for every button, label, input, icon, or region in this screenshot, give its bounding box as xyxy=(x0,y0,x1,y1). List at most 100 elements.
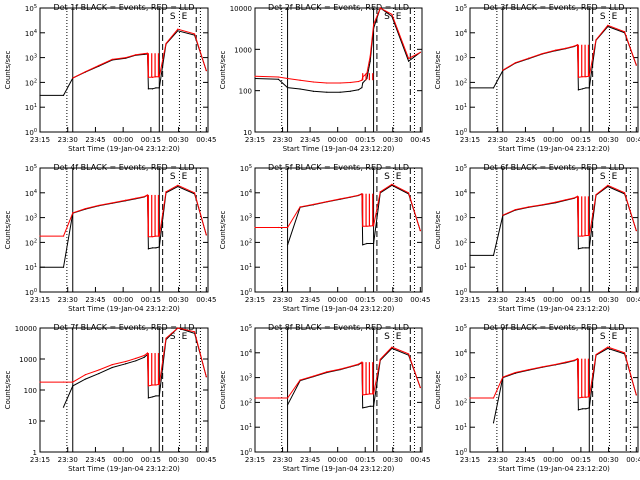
y-tick-label: 100 xyxy=(25,288,37,297)
data-point xyxy=(177,184,179,186)
data-point xyxy=(193,33,196,35)
data-point xyxy=(349,365,351,368)
data-point xyxy=(72,385,74,387)
data-point xyxy=(577,89,579,91)
y-axis-label: Counts/sec xyxy=(219,371,227,410)
panel-title: Det 2f BLACK = Events, RED = LLD xyxy=(268,3,409,12)
x-tick-label: 23:30 xyxy=(58,136,78,144)
y-tick-label: 100 xyxy=(455,288,467,297)
data-point xyxy=(607,184,609,186)
series-line-events xyxy=(40,30,207,96)
data-point xyxy=(62,266,65,268)
x-tick-label: 23:45 xyxy=(85,136,105,144)
panel-2: Det 2f BLACK = Events, RED = LLD 10 100 100… xyxy=(219,3,430,153)
data-point xyxy=(408,353,410,355)
x-tick-label: 23:45 xyxy=(85,456,105,464)
y-tick-label: 103 xyxy=(455,214,467,223)
y-tick-label: 104 xyxy=(240,349,252,358)
x-tick-label: 00:00 xyxy=(113,136,133,144)
data-point xyxy=(72,212,74,214)
x-tick-label: 00:30 xyxy=(599,296,619,304)
data-point xyxy=(357,194,360,196)
data-point xyxy=(151,88,154,90)
data-point xyxy=(573,197,575,199)
data-point xyxy=(577,248,579,250)
series-line-lld xyxy=(502,24,637,78)
y-tick-label: 102 xyxy=(240,398,252,407)
x-axis-label: Start Time (19-Jan-04 23:12:20) xyxy=(283,305,395,313)
y-tick-label: 104 xyxy=(455,349,467,358)
data-point xyxy=(623,192,626,194)
panel-8: Det 8f BLACK = Events, RED = LLD 100 101 10… xyxy=(219,323,430,473)
data-point xyxy=(502,69,504,71)
data-point xyxy=(623,352,626,354)
plot-frame xyxy=(469,327,639,453)
data-point xyxy=(147,88,149,90)
y-axis-label: Counts/sec xyxy=(434,51,442,90)
data-point xyxy=(408,57,410,60)
data-point xyxy=(277,76,279,78)
x-axis-label: Start Time (19-Jan-04 23:12:20) xyxy=(68,145,180,153)
data-point xyxy=(277,397,279,399)
data-point xyxy=(581,408,584,410)
data-point xyxy=(177,185,179,188)
y-axis-label: Counts/sec xyxy=(219,51,227,90)
data-point xyxy=(277,226,279,229)
y-tick-label: 10000 xyxy=(15,325,37,333)
x-tick-label: 23:45 xyxy=(300,136,320,144)
data-point xyxy=(362,82,364,84)
data-point xyxy=(158,246,160,248)
y-tick-label: 103 xyxy=(240,214,252,223)
x-tick-label: 00:15 xyxy=(141,296,161,304)
y-axis-label: Counts/sec xyxy=(434,371,442,410)
data-point xyxy=(135,54,137,56)
data-point xyxy=(147,397,149,399)
y-tick-label: 101 xyxy=(455,103,467,112)
data-point xyxy=(635,394,637,396)
x-tick-label: 00:15 xyxy=(571,456,591,464)
x-tick-label: 00:30 xyxy=(383,456,403,464)
data-point xyxy=(84,208,86,210)
data-point xyxy=(254,397,256,399)
x-axis-label: Start Time (19-Jan-04 23:12:20) xyxy=(68,305,180,313)
data-point xyxy=(339,91,341,93)
y-tick-label: 105 xyxy=(25,164,37,173)
data-point xyxy=(369,242,371,245)
plot-frame xyxy=(39,167,209,293)
y-tick-label: 10 xyxy=(243,129,252,137)
series-line-events xyxy=(470,25,637,91)
data-point xyxy=(72,381,74,383)
y-tick-label: 101 xyxy=(25,263,37,272)
marker-s: S xyxy=(384,12,390,22)
data-point xyxy=(143,52,145,55)
data-point xyxy=(286,244,289,246)
y-axis-label: Counts/sec xyxy=(4,211,12,250)
data-point xyxy=(147,385,149,387)
data-point xyxy=(419,51,421,53)
data-point xyxy=(585,87,587,89)
x-tick-label: 00:45 xyxy=(196,136,216,144)
marker-e: E xyxy=(182,332,188,342)
x-tick-label: 00:30 xyxy=(169,456,189,464)
data-point xyxy=(565,361,567,363)
data-point xyxy=(326,371,328,373)
data-point xyxy=(147,248,149,250)
y-tick-label: 105 xyxy=(455,4,467,13)
data-point xyxy=(372,405,375,407)
data-point xyxy=(125,199,127,201)
y-axis-label: Counts/sec xyxy=(4,51,12,90)
data-point xyxy=(205,234,207,236)
panel-title: Det 3f BLACK = Events, RED = LLD xyxy=(483,3,624,12)
data-point xyxy=(84,378,86,380)
y-tick-label: 10000 xyxy=(230,5,252,13)
data-point xyxy=(286,77,289,80)
data-point xyxy=(286,397,289,399)
y-tick-label: 101 xyxy=(240,263,252,272)
marker-e: E xyxy=(612,172,618,182)
data-point xyxy=(469,87,471,89)
data-point xyxy=(528,369,530,371)
data-point xyxy=(369,55,371,57)
data-point xyxy=(492,422,495,424)
data-point xyxy=(492,397,495,399)
data-point xyxy=(541,366,543,368)
